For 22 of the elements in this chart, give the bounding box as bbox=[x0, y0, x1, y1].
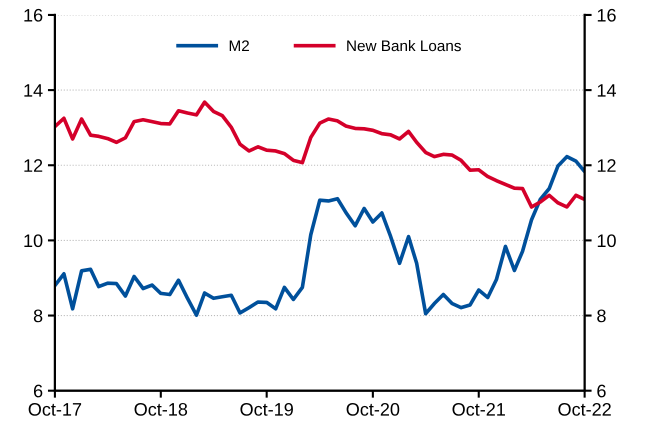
y-tick-label: 14 bbox=[24, 84, 43, 97]
line-series bbox=[54, 100, 585, 209]
y2-tick-label: 12 bbox=[598, 159, 616, 172]
x-tick-label: Oct-21 bbox=[452, 402, 505, 416]
y2-tick-label: 10 bbox=[598, 234, 616, 248]
y2-tick-label: 16 bbox=[598, 8, 616, 22]
y2-tick-label: 6 bbox=[597, 384, 606, 398]
legend-label: New Bank Loans bbox=[347, 40, 461, 52]
y-tick-label: 12 bbox=[24, 159, 42, 172]
y2-tick-label: 14 bbox=[598, 84, 616, 97]
x-tick-label: Oct-19 bbox=[240, 402, 293, 416]
y-tick-label: 10 bbox=[24, 234, 42, 248]
y-tick-label: 16 bbox=[24, 8, 42, 22]
line-series bbox=[54, 154, 585, 317]
x-tick-label: Oct-22 bbox=[558, 402, 611, 416]
y-tick-label: 6 bbox=[34, 384, 42, 398]
y2-tick-label: 8 bbox=[597, 309, 606, 322]
y-tick-label: 8 bbox=[34, 309, 42, 322]
x-tick-label: Oct-17 bbox=[28, 402, 82, 416]
x-tick-label: Oct-20 bbox=[346, 402, 400, 416]
legend-label: M2 bbox=[230, 40, 249, 52]
x-tick-label: Oct-18 bbox=[134, 402, 188, 416]
